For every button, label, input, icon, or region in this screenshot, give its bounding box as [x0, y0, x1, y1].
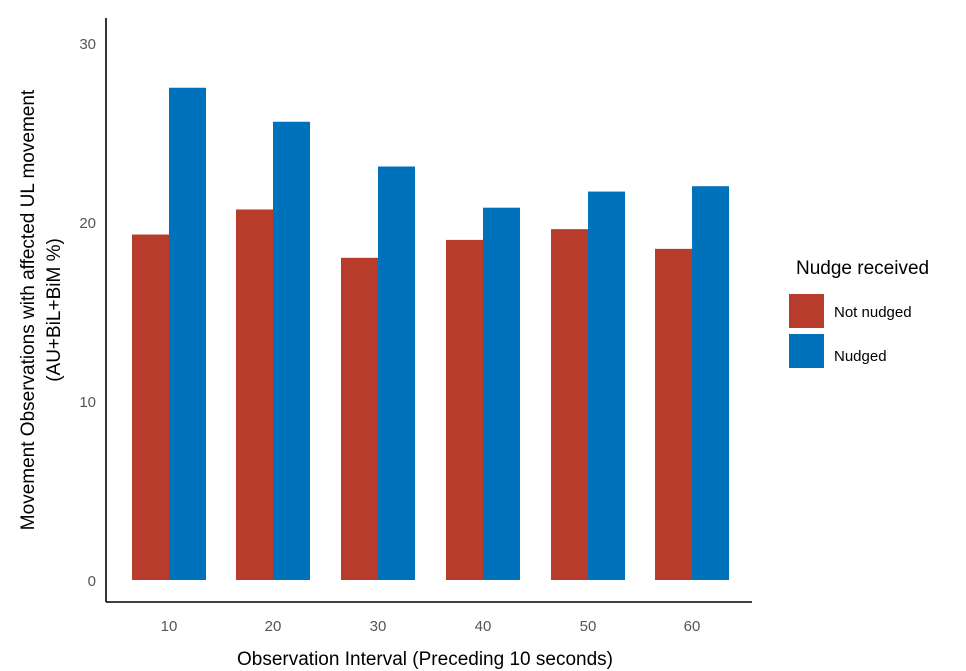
legend-swatch-nudged — [789, 334, 824, 368]
y-tick-label-20: 20 — [79, 215, 96, 232]
legend-label-not-nudged: Not nudged — [834, 304, 912, 321]
x-tick-label-40: 40 — [475, 618, 492, 635]
x-tick-label-10: 10 — [161, 618, 178, 635]
bar-not-nudged-50 — [551, 229, 588, 580]
bar-not-nudged-20 — [236, 209, 273, 580]
x-tick-label-60: 60 — [684, 618, 701, 635]
bar-nudged-50 — [588, 191, 625, 580]
bar-not-nudged-60 — [655, 248, 692, 580]
x-tick-label-30: 30 — [370, 618, 387, 635]
bar-nudged-30 — [378, 166, 415, 580]
bar-nudged-10 — [169, 87, 206, 580]
y-axis-title-line1: Movement Observations with affected UL m… — [18, 89, 39, 530]
y-tick-label-10: 10 — [79, 394, 96, 411]
legend-title: Nudge received — [796, 258, 929, 279]
bar-nudged-60 — [692, 186, 729, 580]
x-axis-title: Observation Interval (Preceding 10 secon… — [237, 649, 613, 670]
bar-not-nudged-40 — [446, 239, 483, 580]
bar-nudged-40 — [483, 207, 520, 580]
x-tick-label-50: 50 — [580, 618, 597, 635]
y-tick-label-30: 30 — [79, 36, 96, 53]
bar-not-nudged-30 — [341, 257, 378, 580]
legend-swatch-not-nudged — [789, 294, 824, 328]
y-tick-label-0: 0 — [88, 573, 96, 590]
bar-nudged-20 — [273, 121, 310, 580]
bars-group — [132, 87, 729, 580]
bar-not-nudged-10 — [132, 234, 169, 580]
legend: Nudge received Not nudged Nudged — [789, 258, 929, 368]
legend-label-nudged: Nudged — [834, 348, 887, 365]
y-axis-title-line2: (AU+BiL+BiM %) — [44, 238, 65, 382]
x-tick-label-20: 20 — [265, 618, 282, 635]
